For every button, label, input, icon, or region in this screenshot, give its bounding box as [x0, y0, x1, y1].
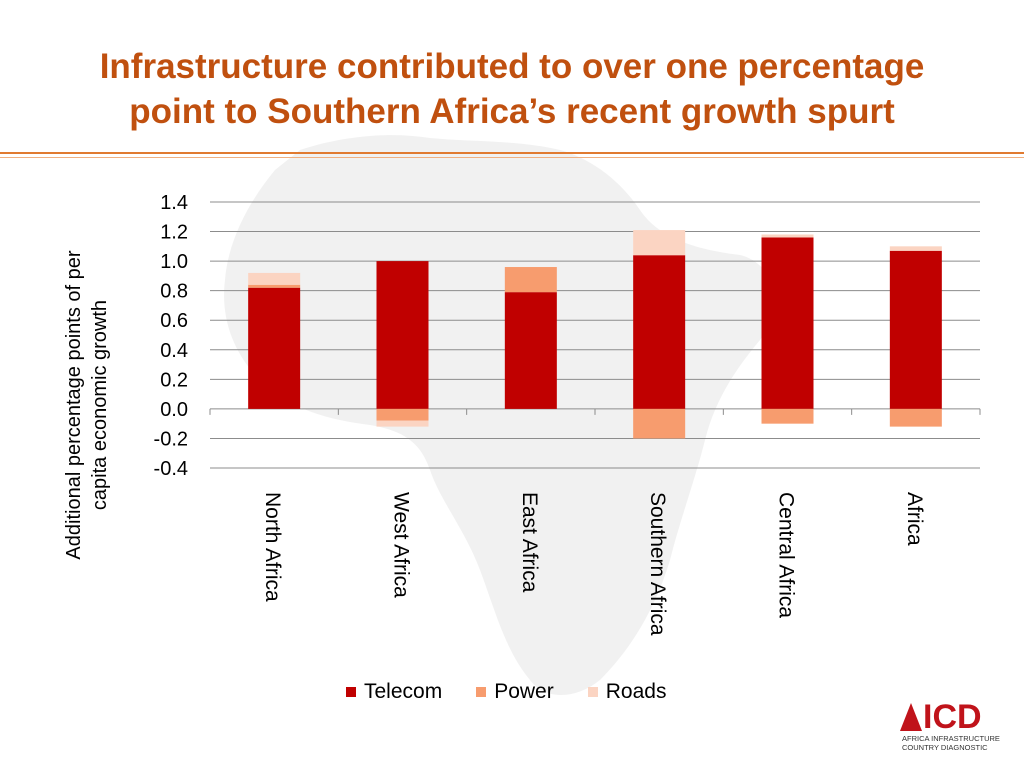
bar-segment-telecom	[633, 255, 686, 409]
legend-item-telecom: Telecom	[346, 680, 442, 704]
y-tick-label: 0.2	[160, 369, 188, 391]
aicd-logo-text: ICD	[923, 698, 982, 736]
x-category-label: Central Africa	[775, 492, 798, 618]
chart-legend: Telecom Power Roads	[346, 680, 666, 704]
bar-segment-telecom	[504, 292, 557, 409]
y-tick-label: 0.4	[160, 340, 188, 362]
x-category-label: Southern Africa	[646, 492, 669, 636]
bar-segment-roads	[889, 246, 942, 251]
aicd-logo-subtitle-2: COUNTRY DIAGNOSTIC	[902, 743, 988, 752]
aicd-logo: ICD AFRICA INFRASTRUCTURE COUNTRY DIAGNO…	[900, 700, 1010, 752]
legend-label-roads: Roads	[605, 680, 667, 703]
legend-label-telecom: Telecom	[364, 680, 443, 703]
bar-segment-telecom	[248, 287, 301, 409]
y-tick-label: 0.8	[160, 281, 188, 303]
bar-segment-power	[889, 408, 942, 427]
bar-segment-power	[633, 408, 686, 439]
bar-segment-roads	[248, 272, 301, 285]
y-tick-label: 1.0	[160, 251, 188, 273]
legend-item-power: Power	[476, 680, 554, 704]
title-divider	[0, 152, 1024, 154]
bar-segment-power	[761, 408, 814, 424]
aicd-logo-mark: ICD	[900, 700, 1010, 734]
slide-title: Infrastructure contributed to over one p…	[0, 44, 1024, 134]
bar-segment-roads	[761, 234, 814, 238]
y-tick-label: -0.4	[154, 458, 188, 480]
slide-title-line-2: point to Southern Africa’s recent growth…	[129, 92, 895, 131]
bar-segment-power	[376, 408, 429, 421]
bar-segment-power	[248, 284, 301, 288]
bar-segment-roads	[376, 420, 429, 427]
legend-swatch-roads	[587, 687, 598, 697]
bar-segment-power	[504, 267, 557, 293]
y-tick-label: -0.2	[154, 428, 188, 450]
bar-segment-telecom	[889, 250, 942, 409]
x-category-label: West Africa	[390, 492, 413, 598]
bar-segment-telecom	[761, 237, 814, 409]
legend-swatch-telecom	[346, 687, 356, 697]
aicd-logo-subtitle-1: AFRICA INFRASTRUCTURE	[902, 734, 1000, 743]
legend-item-roads: Roads	[587, 680, 667, 704]
x-category-label: North Africa	[261, 492, 284, 602]
y-tick-label: 1.2	[160, 222, 188, 244]
slide-title-line-1: Infrastructure contributed to over one p…	[99, 47, 925, 86]
bar-segment-telecom	[376, 261, 429, 409]
logo-triangle-icon	[900, 703, 922, 731]
y-tick-label: 1.4	[160, 192, 188, 214]
bar-segment-roads	[633, 230, 686, 256]
legend-label-power: Power	[494, 680, 554, 703]
y-tick-label: 0.6	[160, 310, 188, 332]
legend-swatch-power	[476, 687, 487, 697]
title-divider-thin	[0, 157, 1024, 158]
x-category-label: Africa	[903, 492, 926, 546]
x-category-label: East Africa	[518, 492, 541, 593]
y-tick-label: 0.0	[160, 399, 188, 421]
